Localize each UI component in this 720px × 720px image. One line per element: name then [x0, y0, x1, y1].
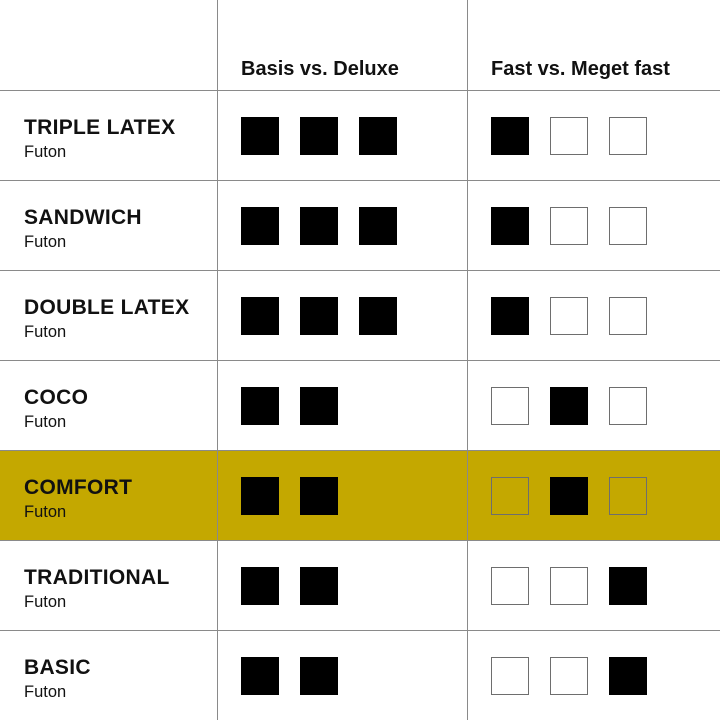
column-header-firmness: Fast vs. Meget fast — [491, 58, 670, 80]
column-divider — [467, 0, 468, 720]
firmness-square-empty — [609, 117, 647, 155]
firmness-square-empty — [550, 657, 588, 695]
table-row: COCO Futon — [0, 360, 720, 450]
product-type: Futon — [24, 323, 67, 341]
basis-deluxe-square-filled — [359, 117, 397, 155]
firmness-square-empty — [550, 297, 588, 335]
product-type: Futon — [24, 683, 67, 701]
product-type: Futon — [24, 413, 67, 431]
basis-deluxe-square-filled — [300, 567, 338, 605]
firmness-square-empty — [609, 207, 647, 245]
basis-deluxe-square-filled — [241, 117, 279, 155]
firmness-square-empty — [491, 477, 529, 515]
firmness-square-empty — [609, 297, 647, 335]
table-row: SANDWICH Futon — [0, 180, 720, 270]
firmness-square-filled — [491, 297, 529, 335]
basis-deluxe-square-filled — [359, 207, 397, 245]
basis-deluxe-square-filled — [300, 297, 338, 335]
table-row: BASIC Futon — [0, 630, 720, 720]
product-name: COMFORT — [24, 476, 133, 499]
table-header: Basis vs. Deluxe Fast vs. Meget fast — [0, 0, 720, 90]
product-type: Futon — [24, 503, 67, 521]
column-divider — [217, 0, 218, 720]
basis-deluxe-square-filled — [241, 567, 279, 605]
basis-deluxe-square-filled — [300, 657, 338, 695]
firmness-square-empty — [609, 477, 647, 515]
firmness-square-filled — [609, 567, 647, 605]
basis-deluxe-square-filled — [241, 477, 279, 515]
table-row: TRADITIONAL Futon — [0, 540, 720, 630]
product-name: DOUBLE LATEX — [24, 296, 190, 319]
firmness-square-filled — [491, 117, 529, 155]
basis-deluxe-square-filled — [300, 387, 338, 425]
basis-deluxe-square-filled — [241, 657, 279, 695]
firmness-square-filled — [550, 387, 588, 425]
product-name: SANDWICH — [24, 206, 142, 229]
product-name: COCO — [24, 386, 89, 409]
firmness-square-filled — [550, 477, 588, 515]
firmness-square-empty — [491, 657, 529, 695]
basis-deluxe-square-filled — [359, 297, 397, 335]
product-name: BASIC — [24, 656, 91, 679]
basis-deluxe-square-filled — [300, 117, 338, 155]
column-header-basis-deluxe: Basis vs. Deluxe — [241, 58, 399, 80]
basis-deluxe-square-filled — [241, 387, 279, 425]
firmness-square-empty — [609, 387, 647, 425]
firmness-square-filled — [491, 207, 529, 245]
product-type: Futon — [24, 143, 67, 161]
product-type: Futon — [24, 593, 67, 611]
product-type: Futon — [24, 233, 67, 251]
table-row: DOUBLE LATEX Futon — [0, 270, 720, 360]
table-row: TRIPLE LATEX Futon — [0, 90, 720, 180]
table-row: COMFORT Futon — [0, 450, 720, 540]
basis-deluxe-square-filled — [300, 477, 338, 515]
firmness-square-filled — [609, 657, 647, 695]
basis-deluxe-square-filled — [300, 207, 338, 245]
product-name: TRADITIONAL — [24, 566, 170, 589]
firmness-square-empty — [491, 567, 529, 605]
firmness-square-empty — [550, 117, 588, 155]
firmness-square-empty — [550, 207, 588, 245]
firmness-square-empty — [550, 567, 588, 605]
firmness-square-empty — [491, 387, 529, 425]
product-name: TRIPLE LATEX — [24, 116, 176, 139]
basis-deluxe-square-filled — [241, 207, 279, 245]
basis-deluxe-square-filled — [241, 297, 279, 335]
